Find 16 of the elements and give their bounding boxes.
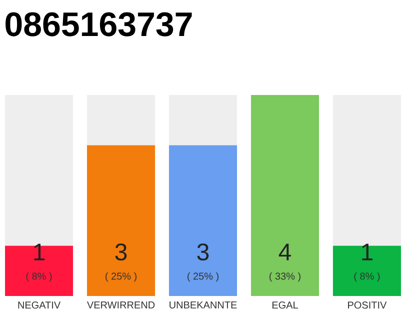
data-label: 4 xyxy=(278,244,291,260)
x-tick-label: EGAL xyxy=(272,302,298,309)
data-label: 3 xyxy=(115,244,127,260)
x-tick-label: VERWIRREND xyxy=(86,302,155,308)
x-tick-label: NEGATIV xyxy=(18,302,61,309)
chart-title: 0865163737 xyxy=(6,12,192,36)
x-tick-label: UNBEKANNTE xyxy=(170,302,237,308)
annotation: ( 25% ) xyxy=(106,272,136,282)
data-label: 3 xyxy=(197,244,209,260)
annotation: ( 8% ) xyxy=(26,272,52,282)
data-label: 1 xyxy=(34,244,45,260)
annotation: ( 25% ) xyxy=(188,272,218,282)
x-tick-label: POSITIV xyxy=(348,302,387,309)
annotation: ( 8% ) xyxy=(354,272,380,282)
data-label: 1 xyxy=(362,244,372,260)
annotation: ( 33% ) xyxy=(269,272,300,282)
